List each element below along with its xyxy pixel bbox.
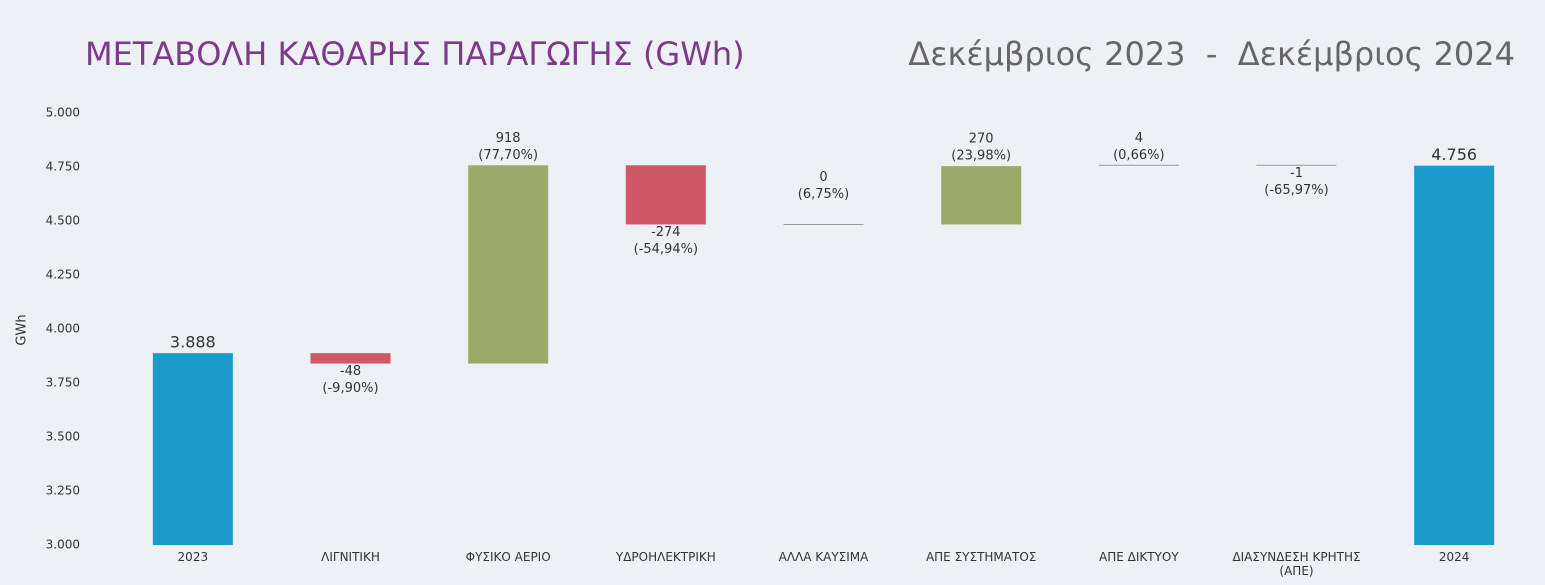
- percent-label: (6,75%): [798, 187, 849, 202]
- data-label: -1: [1290, 166, 1303, 181]
- bar: [941, 166, 1022, 225]
- data-label: -274: [651, 225, 681, 240]
- x-tick-label: ΑΠΕ ΣΥΣΤΗΜΑΤΟΣ: [925, 550, 1037, 564]
- percent-label: (-54,94%): [634, 242, 698, 257]
- data-label: 4: [1135, 131, 1143, 146]
- x-tick-label: ΑΛΛΑ ΚΑΥΣΙΜΑ: [778, 550, 869, 564]
- chart-title: ΜΕΤΑΒΟΛΗ ΚΑΘΑΡΗΣ ΠΑΡΑΓΩΓΗΣ (GWh): [85, 35, 745, 73]
- x-tick-label: ΥΔΡΟΗΛΕΚΤΡΙΚΗ: [615, 550, 716, 564]
- y-tick-label: 3.000: [46, 538, 80, 552]
- percent-label: (77,70%): [478, 148, 538, 163]
- x-tick-label: ΛΙΓΝΙΤΙΚΗ: [321, 550, 380, 564]
- chart-subtitle: Δεκέμβριος 2023 - Δεκέμβριος 2024: [908, 35, 1515, 73]
- data-label: 3.888: [170, 333, 216, 352]
- percent-label: (23,98%): [951, 149, 1011, 164]
- data-label: 0: [819, 170, 827, 185]
- bar: [1414, 165, 1495, 546]
- x-tick-label: 2023: [177, 550, 209, 564]
- bar: [310, 353, 391, 364]
- y-axis-label: GWh: [15, 314, 30, 345]
- x-tick-label: ΔΙΑΣΥΝΔΕΣΗ ΚΡΗΤΗΣ (ΑΠΕ): [1232, 550, 1361, 578]
- data-label: 918: [496, 131, 521, 146]
- y-tick-label: 4.500: [46, 214, 80, 228]
- x-tick-label: ΑΠΕ ΔΙΚΤΥΟΥ: [1098, 550, 1179, 564]
- data-label: -48: [340, 364, 361, 379]
- x-tick-label: ΦΥΣΙΚΟ ΑΕΡΙΟ: [465, 550, 551, 564]
- percent-label: (-65,97%): [1264, 183, 1328, 198]
- y-tick-label: 3.750: [46, 376, 80, 390]
- percent-label: (-9,90%): [322, 381, 378, 396]
- data-label: 4.756: [1431, 145, 1477, 164]
- y-tick-label: 4.250: [46, 268, 80, 282]
- y-tick-label: 4.750: [46, 160, 80, 174]
- bar: [468, 165, 549, 364]
- x-tick-label: 2024: [1438, 550, 1470, 564]
- y-tick-label: 4.000: [46, 322, 80, 336]
- bar: [152, 353, 233, 545]
- y-tick-label: 3.500: [46, 430, 80, 444]
- y-tick-label: 5.000: [46, 106, 80, 120]
- bar: [625, 165, 706, 225]
- y-tick-label: 3.250: [46, 484, 80, 498]
- percent-label: (0,66%): [1113, 148, 1164, 163]
- data-label: 270: [969, 132, 994, 147]
